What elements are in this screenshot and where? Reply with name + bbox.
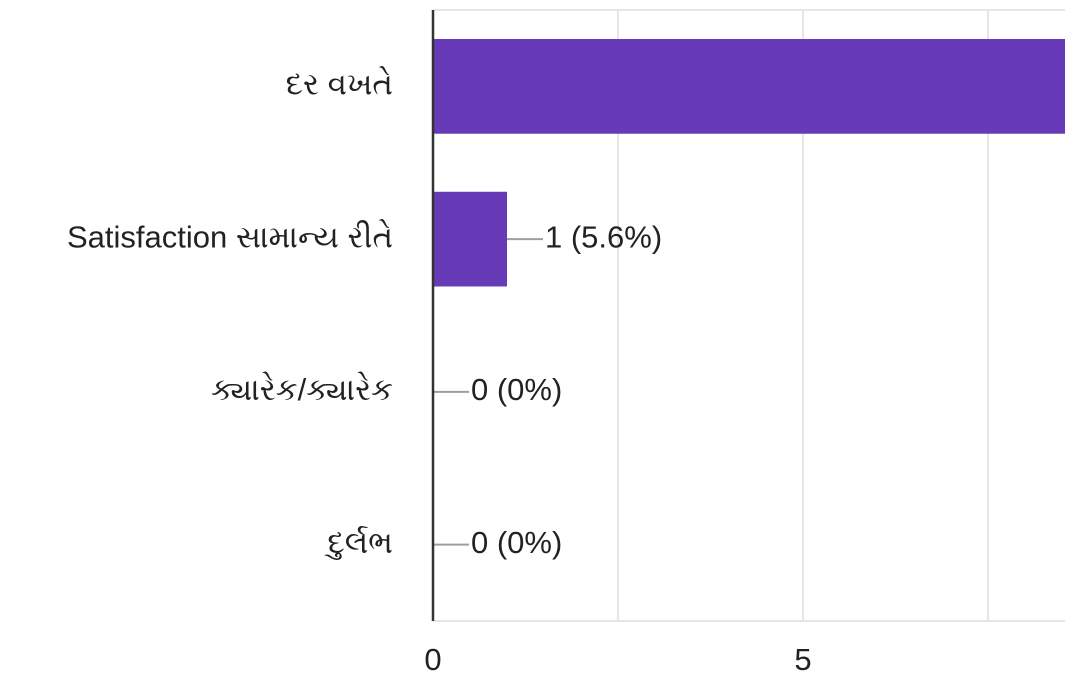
y-tick-label: Satisfaction સામાન્ય રીતે [67, 219, 393, 254]
y-tick-label: ક્યારેક/ક્યારેક [211, 372, 393, 407]
x-tick-label: 0 [424, 642, 441, 677]
bar [433, 39, 1065, 134]
data-label: 1 (5.6%) [545, 219, 662, 254]
y-tick-label: દુર્લભ [324, 525, 393, 560]
bar [433, 191, 508, 287]
x-tick-label: 5 [794, 642, 811, 677]
y-tick-label: દર વખતે [286, 66, 393, 101]
data-label: 0 (0%) [471, 525, 562, 560]
data-label: 0 (0%) [471, 372, 562, 407]
